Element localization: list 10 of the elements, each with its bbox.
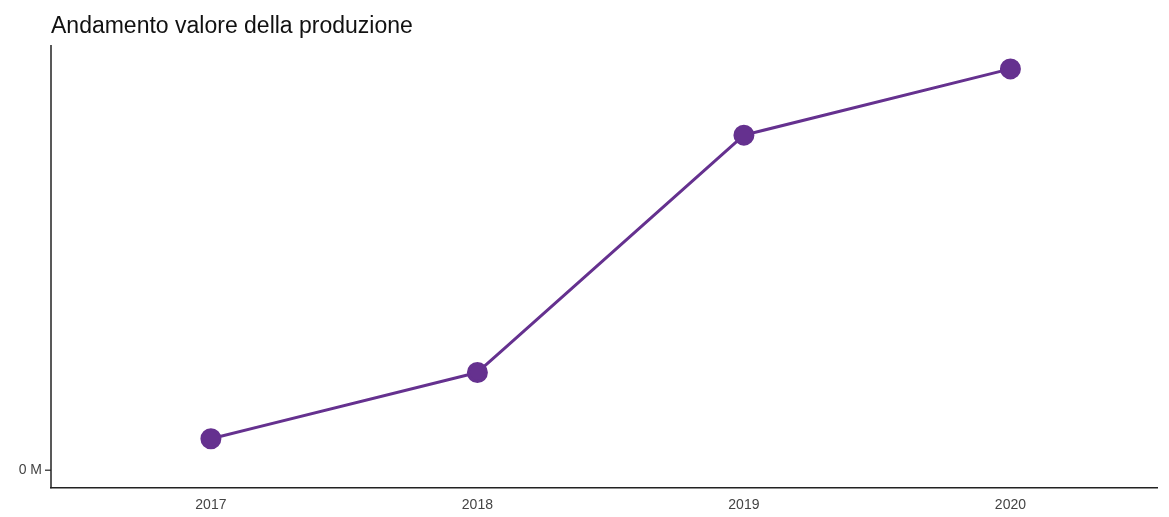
x-tick-label: 2017: [195, 496, 227, 513]
text: 0 M: [18, 461, 42, 478]
point: [999, 58, 1021, 80]
point: [466, 361, 488, 383]
point: [733, 124, 755, 146]
chart-title: Andamento valore della produzione: [51, 12, 413, 39]
x-tick-label: 2020: [994, 496, 1027, 513]
x-tick-label: 2019: [728, 496, 760, 513]
x-tick-label: 2018: [461, 496, 494, 513]
point: [200, 428, 222, 450]
